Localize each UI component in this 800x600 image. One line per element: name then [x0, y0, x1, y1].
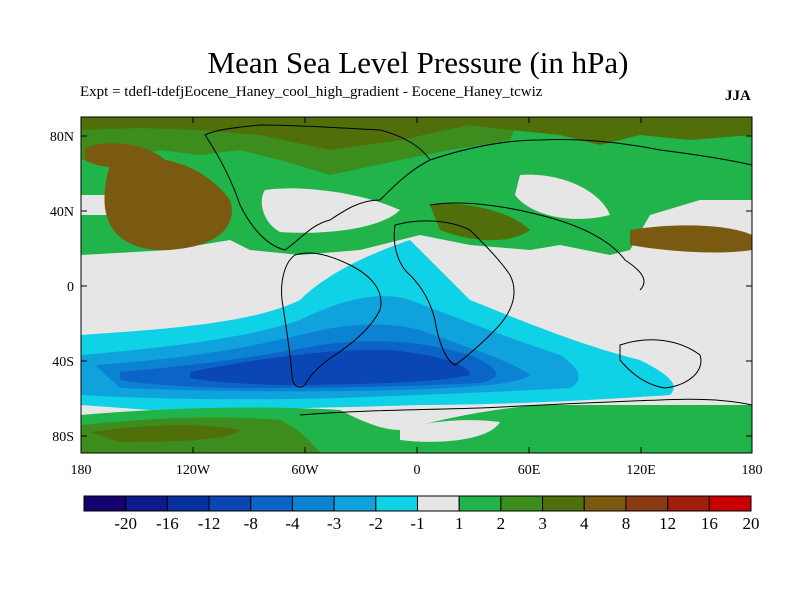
colorbar-label: 3 [538, 514, 547, 533]
south-america-outline [281, 252, 382, 388]
neutral-patch-asia [515, 174, 610, 219]
colorbar-label: 8 [622, 514, 631, 533]
season-label: JJA [725, 88, 751, 104]
colorbar-box [125, 495, 168, 512]
coastlines [204, 124, 752, 416]
colorbar-label: -4 [285, 514, 300, 533]
lat-tick-label: 80N [50, 130, 74, 145]
lon-tick-label: 60E [518, 463, 541, 478]
lat-tick-label: 40N [50, 205, 74, 220]
lon-tick-label: 180 [742, 463, 763, 478]
colorbar-box [667, 495, 710, 512]
australia-outline [619, 339, 702, 389]
colorbar-box [583, 495, 627, 512]
colorbar-boxes [83, 495, 752, 512]
eurasia-outline [429, 138, 752, 291]
colorbar-box [708, 495, 752, 512]
lat-tick-label: 40S [52, 355, 74, 370]
colorbar-box [542, 495, 585, 512]
positive-anomaly-east-asia [630, 225, 752, 253]
africa-outline [393, 220, 515, 366]
colorbar-box [208, 495, 252, 512]
colorbar-box [458, 495, 502, 512]
colorbar-box [375, 495, 418, 512]
antarctica-outline [299, 398, 752, 416]
colorbar-box [333, 495, 377, 512]
colorbar-box [166, 495, 210, 512]
colorbar-label: 2 [497, 514, 506, 533]
colorbar-box [417, 495, 460, 512]
lon-tick-label: 60W [291, 463, 319, 478]
neutral-patch-atlantic [261, 188, 400, 233]
colorbar-label: -2 [369, 514, 383, 533]
neutral-patch-south [400, 420, 500, 442]
north-america-outline [204, 124, 431, 251]
lon-tick-label: 0 [414, 463, 421, 478]
longitude-axis: 180 120W 60W 0 60E 120E 180 [71, 117, 763, 478]
positive-anomaly-north-4 [81, 117, 752, 150]
positive-anomaly-south-4 [90, 425, 240, 442]
lat-tick-label: 0 [67, 280, 74, 295]
colorbar-label: -8 [244, 514, 258, 533]
colorbar-label: -1 [410, 514, 424, 533]
experiment-subtitle: Expt = tdefl-tdefjEocene_Haney_cool_high… [80, 84, 543, 100]
lon-tick-label: 180 [71, 463, 92, 478]
colorbar-label: 12 [659, 514, 676, 533]
colorbar-label: 16 [701, 514, 718, 533]
positive-anomaly-west-pacific [104, 158, 232, 250]
map-field [81, 117, 752, 453]
colorbar-box [250, 495, 293, 512]
lon-tick-label: 120E [626, 463, 656, 478]
colorbar-label: 20 [743, 514, 760, 533]
colorbar-labels: -20 -16 -12 -8 -4 -3 -2 -1 1 2 3 4 8 12 16 20 [114, 514, 759, 533]
colorbar-label: -16 [156, 514, 179, 533]
colorbar-box [500, 495, 544, 512]
map-title: Mean Sea Level Pressure (in hPa) [207, 45, 629, 80]
latitude-axis: 80N 40N 0 40S 80S [50, 130, 752, 445]
lat-tick-label: 80S [52, 430, 74, 445]
lon-tick-label: 120W [176, 463, 211, 478]
colorbar-label: -3 [327, 514, 341, 533]
colorbar-box [83, 495, 127, 512]
colorbar-box [291, 495, 335, 512]
colorbar-label: 4 [580, 514, 589, 533]
negative-anomaly-5 [190, 349, 470, 385]
colorbar-box [625, 495, 669, 512]
positive-anomaly-north-pacific [85, 143, 165, 168]
colorbar-label: 1 [455, 514, 464, 533]
colorbar-label: -12 [198, 514, 221, 533]
colorbar-label: -20 [114, 514, 137, 533]
positive-anomaly-europe [430, 203, 530, 241]
